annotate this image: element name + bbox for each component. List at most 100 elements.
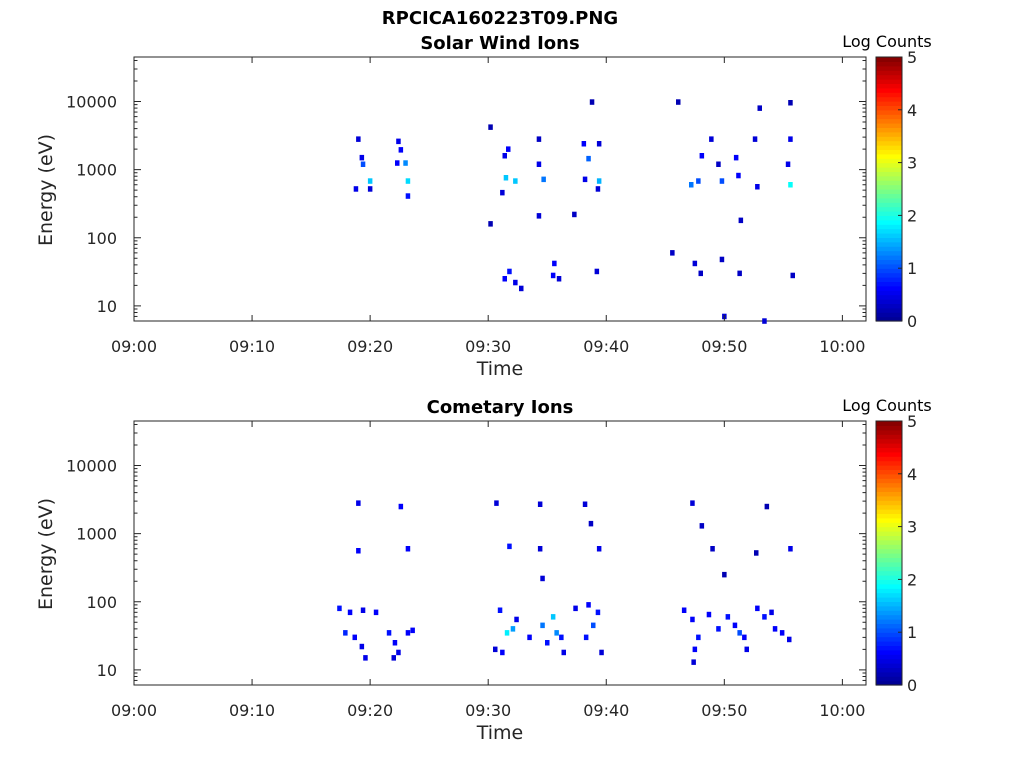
colorbar-segment — [876, 307, 902, 313]
colorbar-segment — [876, 473, 902, 479]
heatmap-cell — [586, 602, 591, 608]
colorbar-segment — [876, 588, 902, 594]
heatmap-cell — [788, 182, 793, 188]
heatmap-cell — [744, 646, 749, 653]
colorbar-tick-label: 1 — [907, 259, 917, 278]
heatmap-cell — [497, 607, 503, 613]
heatmap-cell — [583, 634, 589, 641]
heatmap-cell — [392, 640, 398, 646]
x-tick-label: 09:10 — [229, 701, 275, 720]
heatmap-cell — [573, 605, 578, 612]
colorbar-segment — [876, 92, 902, 98]
colorbar-tick-label: 5 — [907, 412, 917, 431]
colorbar-segment — [876, 447, 902, 453]
colorbar-segment — [876, 145, 902, 150]
colorbar-segment — [876, 482, 902, 488]
colorbar-segment — [876, 131, 902, 137]
panel-title: Cometary Ions — [427, 397, 574, 418]
colorbar-segment — [876, 583, 902, 589]
colorbar-segment — [876, 460, 902, 466]
colorbar-segment — [876, 202, 902, 208]
heatmap-cell — [737, 270, 742, 277]
colorbar-segment — [876, 171, 902, 177]
heatmap-cell — [764, 503, 770, 510]
y-axis-label: Energy (eV) — [35, 134, 57, 246]
colorbar-segment — [876, 614, 902, 620]
colorbar-title: Log Counts — [842, 396, 932, 415]
heatmap-cell — [356, 500, 361, 506]
colorbar-segment — [876, 96, 902, 102]
heatmap-cell — [594, 268, 600, 275]
colorbar-segment — [876, 241, 902, 247]
colorbar-segment — [876, 175, 902, 181]
heatmap-cell — [514, 616, 519, 623]
colorbar-segment — [876, 101, 902, 106]
y-tick-label: 1000 — [76, 525, 117, 544]
heatmap-cell — [356, 548, 361, 554]
colorbar-segment — [876, 211, 902, 216]
colorbar-segment — [876, 535, 902, 541]
y-tick-label: 10 — [97, 297, 117, 316]
colorbar-tick-label: 1 — [907, 623, 917, 642]
colorbar-segment — [876, 281, 902, 287]
heatmap-cell — [752, 136, 758, 142]
heatmap-cell — [513, 279, 518, 286]
heatmap-cell — [736, 172, 741, 179]
colorbar-segment — [876, 316, 902, 322]
heatmap-cell — [581, 141, 587, 147]
heatmap-cell — [536, 161, 542, 167]
colorbar-segment — [876, 465, 902, 470]
x-tick-label: 09:00 — [111, 337, 157, 356]
x-tick-label: 09:50 — [701, 701, 747, 720]
colorbar-segment — [876, 127, 902, 133]
heatmap-cell — [696, 634, 701, 641]
heatmap-cell — [367, 186, 373, 192]
heatmap-cell — [360, 161, 366, 167]
heatmap-cell — [536, 136, 542, 142]
colorbar-segment — [876, 272, 902, 278]
y-tick-label: 100 — [86, 229, 117, 248]
heatmap-cell — [596, 178, 602, 184]
colorbar-segment — [876, 197, 902, 203]
colorbar-segment — [876, 566, 902, 572]
colorbar-segment — [876, 434, 902, 440]
colorbar-segment — [876, 180, 902, 186]
heatmap-cell — [710, 546, 715, 552]
heatmap-cell — [787, 636, 792, 643]
colorbar-segment — [876, 575, 902, 580]
colorbar-segment — [876, 79, 902, 84]
heatmap-cell — [347, 609, 353, 616]
colorbar-segment — [876, 87, 902, 93]
colorbar-segment — [876, 224, 902, 230]
colorbar-segment — [876, 500, 902, 506]
heatmap-cell — [722, 571, 727, 578]
colorbar-segment — [876, 487, 902, 492]
heatmap-cell — [742, 634, 747, 641]
colorbar-segment — [876, 74, 902, 80]
heatmap-cell — [386, 630, 392, 636]
heatmap-cell — [572, 211, 577, 218]
colorbar-segment — [876, 65, 902, 71]
heatmap-cell — [762, 318, 767, 324]
heatmap-cell — [589, 99, 595, 105]
heatmap-cell — [550, 272, 556, 279]
heatmap-cell — [405, 178, 411, 184]
x-axis-label: Time — [476, 722, 524, 744]
heatmap-cell — [706, 611, 712, 618]
heatmap-cell — [359, 643, 365, 650]
x-tick-label: 09:10 — [229, 337, 275, 356]
colorbar-segment — [876, 285, 902, 291]
colorbar-segment — [876, 570, 902, 576]
heatmap-cell — [779, 630, 785, 636]
heatmap-cell — [556, 276, 562, 282]
heatmap-cell — [510, 626, 516, 632]
colorbar-segment — [876, 57, 902, 62]
colorbar-segment — [876, 478, 902, 484]
heatmap-cell — [405, 546, 411, 552]
colorbar-segment — [876, 193, 902, 199]
colorbar-segment — [876, 522, 902, 528]
colorbar-segment — [876, 469, 902, 475]
colorbar-segment — [876, 557, 902, 563]
